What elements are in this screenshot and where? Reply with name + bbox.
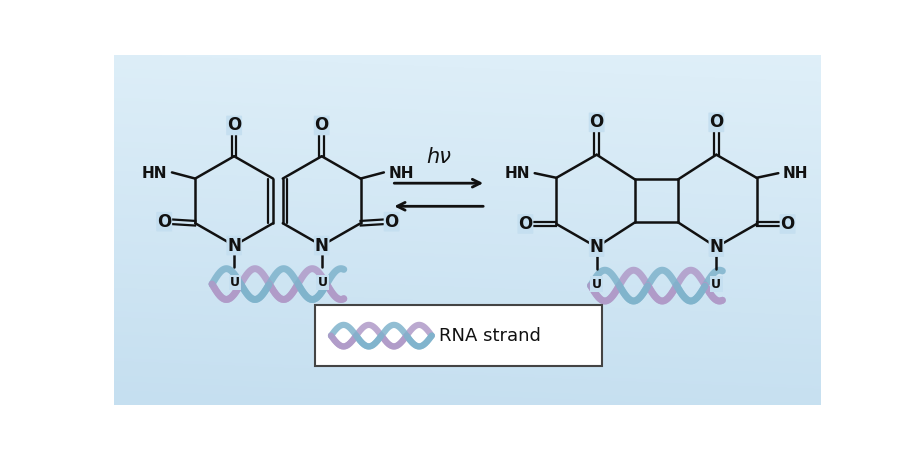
Text: O: O	[384, 212, 398, 231]
Text: U: U	[230, 276, 240, 289]
Text: U: U	[591, 278, 601, 291]
Text: O: O	[517, 215, 532, 233]
Text: O: O	[157, 212, 171, 231]
Bar	[315, 305, 601, 366]
Text: NH: NH	[388, 167, 414, 182]
Text: O: O	[314, 116, 329, 134]
Text: N: N	[227, 237, 241, 254]
Text: N: N	[314, 237, 328, 254]
Text: N: N	[709, 238, 722, 256]
Text: NH: NH	[782, 167, 807, 182]
Text: O: O	[589, 113, 603, 131]
Text: O: O	[780, 215, 793, 233]
Text: U: U	[711, 278, 721, 291]
Text: U: U	[317, 276, 327, 289]
Text: RNA strand: RNA strand	[439, 327, 541, 344]
Text: HN: HN	[141, 167, 167, 182]
Text: hν: hν	[425, 147, 451, 167]
Text: O: O	[709, 113, 722, 131]
Text: O: O	[227, 116, 241, 134]
Text: N: N	[589, 238, 603, 256]
Text: HN: HN	[504, 167, 529, 182]
